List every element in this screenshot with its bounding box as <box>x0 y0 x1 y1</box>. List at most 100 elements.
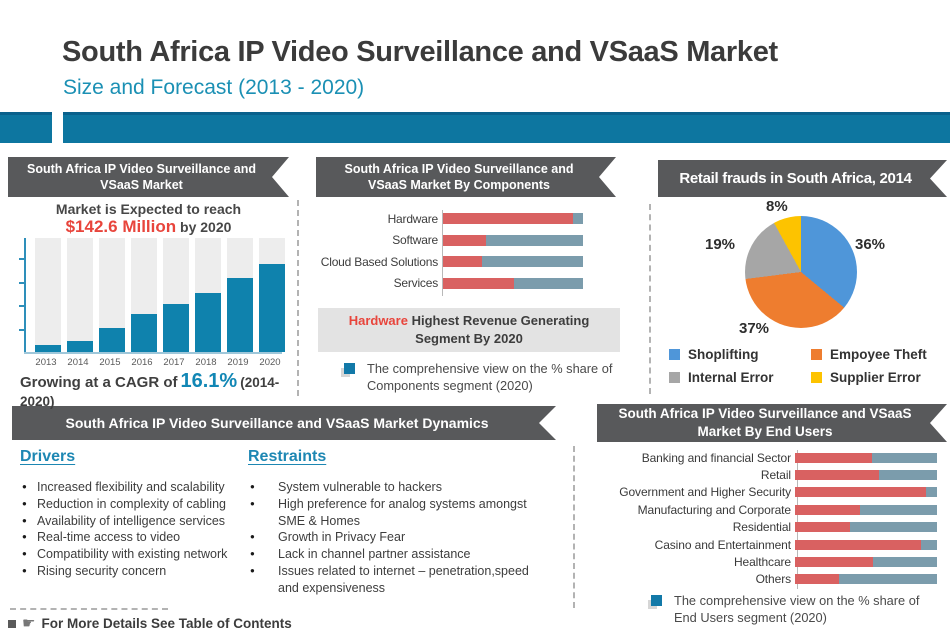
bullet-item: Rising security concern <box>20 563 242 580</box>
bar-segment-remainder <box>839 574 937 585</box>
bullet-item: Issues related to internet – penetration… <box>248 563 548 597</box>
bar-segment-share <box>443 234 487 246</box>
category-label: Residential <box>732 520 791 535</box>
bar-column <box>99 238 125 352</box>
panel-header-components: South Africa IP Video Surveillance and V… <box>316 157 616 197</box>
bullet-item: High preference for analog systems among… <box>248 496 548 530</box>
x-tick-label: 2018 <box>195 357 217 368</box>
stacked-bar <box>795 539 937 550</box>
components-note-highlight: Hardware <box>348 312 408 328</box>
cagr-line: Growing at a CAGR of 16.1% (2014-2020) <box>20 370 295 410</box>
category-label: Others <box>755 572 792 587</box>
bar-column <box>227 238 253 352</box>
pie-legend-item: Empoyee Theft <box>811 347 927 362</box>
stacked-bar-row: Cloud Based Solutions <box>315 251 587 273</box>
stacked-bar-row: Retail <box>605 466 943 483</box>
vertical-dashed-divider <box>573 446 575 608</box>
bar-segment-share <box>795 522 851 533</box>
stacked-bar-row: Others <box>605 571 943 588</box>
end-users-stacked-bar-chart: Banking and financial Sector Retail Govern… <box>605 449 943 588</box>
bar-column <box>163 238 189 352</box>
horizontal-dashed-divider <box>10 608 168 610</box>
bullet-item: Reduction in complexity of cabling <box>20 496 242 513</box>
legend-swatch-icon <box>811 372 822 383</box>
legend-label: Internal Error <box>688 370 774 385</box>
category-label: Software <box>392 233 438 248</box>
bar-segment-share <box>795 487 926 498</box>
market-expectation-value-line: $142.6 Million by 2020 <box>8 217 289 237</box>
market-expectation-line: Market is Expected to reach <box>55 201 242 217</box>
pie-value-label: 8% <box>766 198 788 215</box>
bullet-item: System vulnerable to hackers <box>248 479 548 496</box>
panel-header-market-size: South Africa IP Video Surveillance and V… <box>8 157 289 197</box>
x-tick-label: 2015 <box>99 357 121 368</box>
y-axis-tick <box>19 281 25 284</box>
end-users-legend-text: The comprehensive view on the % share of… <box>674 593 920 626</box>
stacked-bar-row: Manufacturing and Corporate <box>605 501 943 518</box>
legend-swatch-icon <box>669 349 680 360</box>
pie-value-label: 37% <box>739 320 770 337</box>
bullet-item: Real-time access to video <box>20 529 242 546</box>
bar-column <box>67 238 93 352</box>
stacked-bar <box>795 557 937 568</box>
restraints-title: Restraints <box>248 448 327 465</box>
market-size-bar-chart <box>24 238 285 352</box>
stacked-bar-row: Services <box>315 273 587 295</box>
bullet-item: Compatibility with existing network <box>20 546 242 563</box>
panel-header-text: South Africa IP Video Surveillance and V… <box>344 161 574 192</box>
legend-swatch-icon <box>669 372 680 383</box>
panel-header-market-dynamics: South Africa IP Video Surveillance and V… <box>12 406 556 440</box>
components-stacked-bar-chart: Hardware Software Cloud Based Solutions Ser… <box>315 208 587 294</box>
bar-segment-share <box>795 539 922 550</box>
bar-segment-remainder <box>486 234 583 246</box>
market-size-year-labels: 2013 2014 2015 2016 2017 2018 2019 2020 <box>33 357 285 368</box>
stacked-bar <box>443 256 583 268</box>
legend-marker-icon <box>651 595 662 606</box>
category-label: Banking and financial Sector <box>641 450 791 465</box>
bar-segment-remainder <box>514 277 583 289</box>
components-note-text: Hardware Highest Revenue Generating Segm… <box>340 312 598 348</box>
market-value-suffix: by 2020 <box>180 219 232 235</box>
stacked-bar-row: Residential <box>605 519 943 536</box>
panel-header-end-users: South Africa IP Video Surveillance and V… <box>597 404 947 442</box>
stacked-bar <box>443 213 583 225</box>
legend-label: Shoplifting <box>688 347 759 362</box>
bar-column <box>35 238 61 352</box>
retail-frauds-pie <box>745 216 857 328</box>
bar-segment-remainder <box>925 487 937 498</box>
bar-segment-remainder <box>482 256 583 268</box>
page-subtitle: Size and Forecast (2013 - 2020) <box>63 76 365 99</box>
bar <box>259 264 285 352</box>
bullet-item: Availability of intelligence services <box>20 513 242 530</box>
retail-frauds-panel: 36% 37% 19% 8% Shoplifting Empoyee Theft Inter… <box>655 198 947 385</box>
stacked-bar <box>795 574 937 585</box>
bar-segment-share <box>443 277 515 289</box>
cagr-value: 16.1% <box>180 370 238 392</box>
bar-segment-remainder <box>921 539 937 550</box>
components-note-box: Hardware Highest Revenue Generating Segm… <box>318 308 620 352</box>
bar-segment-remainder <box>850 522 937 533</box>
pie-legend-item: Internal Error <box>669 370 774 385</box>
legend-swatch-icon <box>811 349 822 360</box>
stacked-bar <box>795 522 937 533</box>
category-label: Casino and Entertainment <box>654 537 791 552</box>
bullet-item: Increased flexibility and scalability <box>20 479 242 496</box>
stacked-bar-row: Banking and financial Sector <box>605 449 943 466</box>
x-tick-label: 2020 <box>259 357 281 368</box>
accent-band <box>63 112 950 143</box>
x-tick-label: 2014 <box>67 357 89 368</box>
category-label: Hardware <box>387 211 439 226</box>
bar-column <box>195 238 221 352</box>
pie-legend-item: Supplier Error <box>811 370 921 385</box>
bar <box>163 304 189 352</box>
bar-segment-share <box>795 504 861 515</box>
bar-segment-remainder <box>878 470 937 481</box>
y-axis-tick <box>19 305 25 307</box>
pie-value-label: 36% <box>855 236 886 253</box>
x-tick-label: 2013 <box>35 357 57 368</box>
drivers-column: Drivers Increased flexibility and scalab… <box>20 448 242 580</box>
page-title: South Africa IP Video Surveillance and V… <box>62 36 778 68</box>
drivers-list: Increased flexibility and scalabilityRed… <box>20 479 242 580</box>
x-axis-line <box>24 352 282 354</box>
